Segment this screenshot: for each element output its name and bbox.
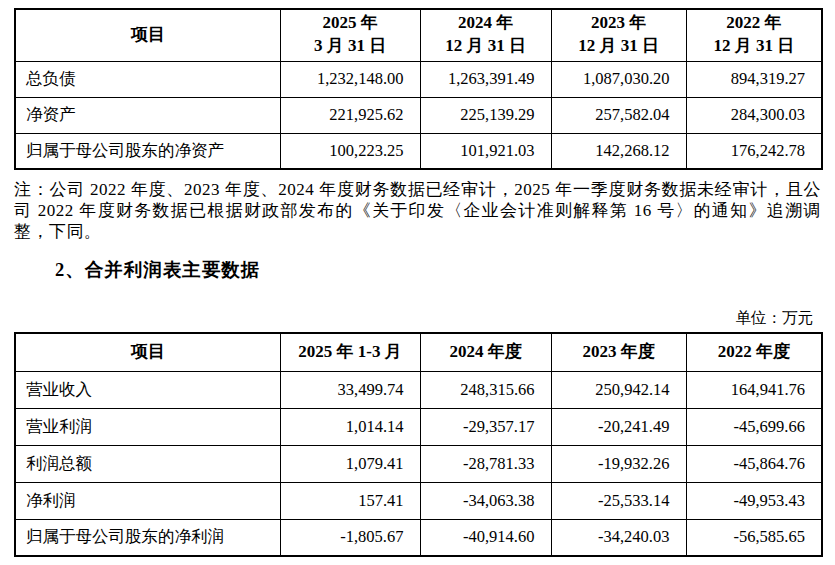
table-cell: 101,921.03 [420,133,551,169]
row-label: 净资产 [15,97,280,133]
column-header-2025-03-31: 2025 年 3 月 31 日 [280,9,420,61]
table-row-total-liabilities: 总负债 1,232,148.00 1,263,391.49 1,087,030.… [15,61,822,97]
row-label: 净利润 [15,482,280,519]
table-cell: 164,941.76 [686,371,822,408]
table-cell: 1,232,148.00 [280,61,420,97]
table-cell: 894,319.27 [686,61,822,97]
table-cell: 257,582.04 [551,97,686,133]
table-cell: -56,585.65 [686,519,822,556]
balance-sheet-table: 项目 2025 年 3 月 31 日 2024 年 12 月 31 日 2023… [14,8,823,170]
column-header-item: 项目 [15,9,280,61]
table-cell: 100,223.25 [280,133,420,169]
table-cell: 221,925.62 [280,97,420,133]
table-row-net-assets-parent: 归属于母公司股东的净资产 100,223.25 101,921.03 142,2… [15,133,822,169]
column-header-2025-q1: 2025 年 1-3 月 [280,333,420,371]
table-row-net-profit: 净利润 157.41 -34,063.38 -25,533.14 -49,953… [15,482,822,519]
table-cell: 284,300.03 [686,97,822,133]
row-label: 营业利润 [15,408,280,445]
table-cell: 157.41 [280,482,420,519]
table-cell: 176,242.78 [686,133,822,169]
table-row-net-assets: 净资产 221,925.62 225,139.29 257,582.04 284… [15,97,822,133]
balance-table-header-row: 项目 2025 年 3 月 31 日 2024 年 12 月 31 日 2023… [15,9,822,61]
table-cell: 250,942.14 [551,371,686,408]
table-cell: -40,914.60 [420,519,551,556]
row-label: 利润总额 [15,445,280,482]
table-row-net-profit-parent: 归属于母公司股东的净利润 -1,805.67 -40,914.60 -34,24… [15,519,822,556]
audit-note: 注：公司 2022 年度、2023 年度、2024 年度财务数据已经审计，202… [14,179,821,242]
table-cell: -49,953.43 [686,482,822,519]
document-page: 项目 2025 年 3 月 31 日 2024 年 12 月 31 日 2023… [0,0,835,565]
column-header-2022: 2022 年度 [686,333,822,371]
table-cell: -45,864.76 [686,445,822,482]
income-statement-table: 项目 2025 年 1-3 月 2024 年度 2023 年度 2022 年度 … [14,332,823,557]
table-cell: 225,139.29 [420,97,551,133]
table-cell: 1,014.14 [280,408,420,445]
table-cell: -34,063.38 [420,482,551,519]
column-header-item: 项目 [15,333,280,371]
table-row-operating-profit: 营业利润 1,014.14 -29,357.17 -20,241.49 -45,… [15,408,822,445]
column-header-2022-12-31: 2022 年 12 月 31 日 [686,9,822,61]
table-row-total-profit: 利润总额 1,079.41 -28,781.33 -19,932.26 -45,… [15,445,822,482]
table-cell: 248,315.66 [420,371,551,408]
table-cell: -20,241.49 [551,408,686,445]
table-cell: 33,499.74 [280,371,420,408]
table-row-operating-revenue: 营业收入 33,499.74 248,315.66 250,942.14 164… [15,371,822,408]
table-cell: -19,932.26 [551,445,686,482]
table-cell: 1,087,030.20 [551,61,686,97]
unit-label: 单位：万元 [14,308,821,329]
row-label: 归属于母公司股东的净利润 [15,519,280,556]
table-cell: 1,079.41 [280,445,420,482]
table-cell: -1,805.67 [280,519,420,556]
column-header-2024: 2024 年度 [420,333,551,371]
table-cell: -45,699.66 [686,408,822,445]
income-table-header-row: 项目 2025 年 1-3 月 2024 年度 2023 年度 2022 年度 [15,333,822,371]
row-label: 归属于母公司股东的净资产 [15,133,280,169]
column-header-2023-12-31: 2023 年 12 月 31 日 [551,9,686,61]
table-cell: 1,263,391.49 [420,61,551,97]
column-header-2023: 2023 年度 [551,333,686,371]
row-label: 总负债 [15,61,280,97]
table-cell: -25,533.14 [551,482,686,519]
table-cell: -28,781.33 [420,445,551,482]
table-cell: 142,268.12 [551,133,686,169]
table-cell: -29,357.17 [420,408,551,445]
column-header-2024-12-31: 2024 年 12 月 31 日 [420,9,551,61]
section-heading: 2、合并利润表主要数据 [55,257,821,282]
row-label: 营业收入 [15,371,280,408]
table-cell: -34,240.03 [551,519,686,556]
